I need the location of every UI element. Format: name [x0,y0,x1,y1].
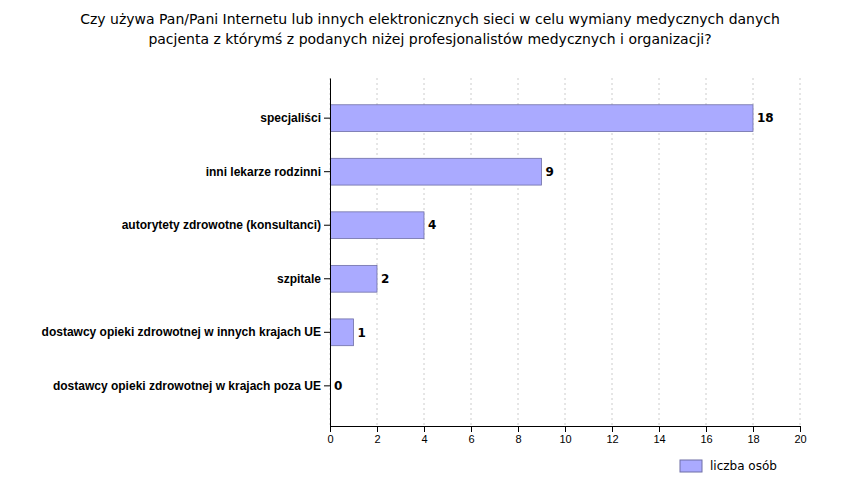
y-tick: dostawcy opieki zdrowotnej w krajach poz… [53,379,330,393]
x-tick-label: 18 [747,433,759,445]
data-label: 9 [546,165,554,179]
x-tick-label: 12 [606,433,618,445]
bar [330,158,542,185]
x-tick: 14 [653,426,665,445]
x-axis: 0 2 4 6 8 10 12 14 16 18 20 [327,426,806,445]
x-tick: 2 [374,426,380,445]
y-axis-line [330,79,331,427]
grid-line [800,78,801,426]
x-tick: 18 [747,426,759,445]
y-tick: inni lekarze rodzinni [206,165,330,179]
x-tick-label: 0 [327,433,333,445]
x-tick-label: 14 [653,433,665,445]
x-tick-label: 20 [794,433,806,445]
grid [330,78,800,426]
x-tick-mark [612,426,613,432]
x-tick-mark [800,426,801,432]
x-tick-label: 4 [421,433,427,445]
title: Czy używa Pan/Pani Internetu lub innych … [80,11,780,27]
data-label: 0 [334,379,342,393]
y-tick-mark [324,225,330,226]
y-tick-label: autorytety zdrowotne (konsultanci) [122,218,321,232]
x-tick-mark [565,426,566,432]
x-tick-mark [424,426,425,432]
data-label: 2 [381,272,389,286]
x-tick-label: 10 [559,433,571,445]
y-tick: dostawcy opieki zdrowotnej w innych kraj… [42,325,330,339]
x-axis-line [331,427,801,433]
bar [330,265,377,292]
grid-line [330,78,331,426]
legend: liczba osób [680,459,777,473]
x-tick-mark [377,426,378,432]
bars [330,105,753,346]
y-tick-label: inni lekarze rodzinni [206,165,321,179]
bar [330,319,354,346]
y-tick-mark [324,332,330,333]
data-label: 4 [428,218,436,232]
x-tick: 10 [559,426,571,445]
y-tick-label: dostawcy opieki zdrowotnej w krajach poz… [53,379,321,393]
x-tick: 8 [515,426,521,445]
legend-label: liczba osób [710,459,777,473]
x-tick: 16 [700,426,712,445]
y-tick-mark [324,171,330,172]
data-label: 18 [757,111,774,125]
chart: Czy używa Pan/Pani Internetu lub innych … [0,0,860,504]
x-tick-label: 8 [515,433,521,445]
x-tick-label: 6 [468,433,474,445]
x-tick: 20 [794,426,806,445]
x-tick-mark [330,426,331,432]
x-tick-mark [518,426,519,432]
data-labels: 0 1 2 4 9 18 [334,111,774,393]
data-label: 1 [358,326,366,340]
x-tick: 6 [468,426,474,445]
y-tick-label: szpitale [277,272,321,286]
x-tick-mark [753,426,754,432]
subtitle: pacjenta z którymś z podanych niżej prof… [148,31,711,47]
plot: 012491802468101214161820specjaliściinni … [42,78,807,445]
x-tick-label: 16 [700,433,712,445]
legend-swatch [680,460,702,472]
x-tick-mark [471,426,472,432]
x-tick-mark [706,426,707,432]
bar [330,212,424,239]
x-tick-label: 2 [374,433,380,445]
y-tick: autorytety zdrowotne (konsultanci) [122,218,330,232]
y-tick-mark [324,385,330,386]
y-tick: specjaliści [260,111,330,125]
x-tick: 0 [327,426,333,445]
x-tick-mark [659,426,660,432]
bar [330,105,753,132]
y-axis: specjaliści inni lekarze rodzinni autoryte… [42,79,331,427]
y-tick: szpitale [277,272,330,286]
y-tick-mark [324,278,330,279]
y-tick-mark [324,118,330,119]
x-tick: 4 [421,426,427,445]
y-tick-label: dostawcy opieki zdrowotnej w innych kraj… [42,325,321,339]
x-tick: 12 [606,426,618,445]
y-tick-label: specjaliści [260,111,321,125]
